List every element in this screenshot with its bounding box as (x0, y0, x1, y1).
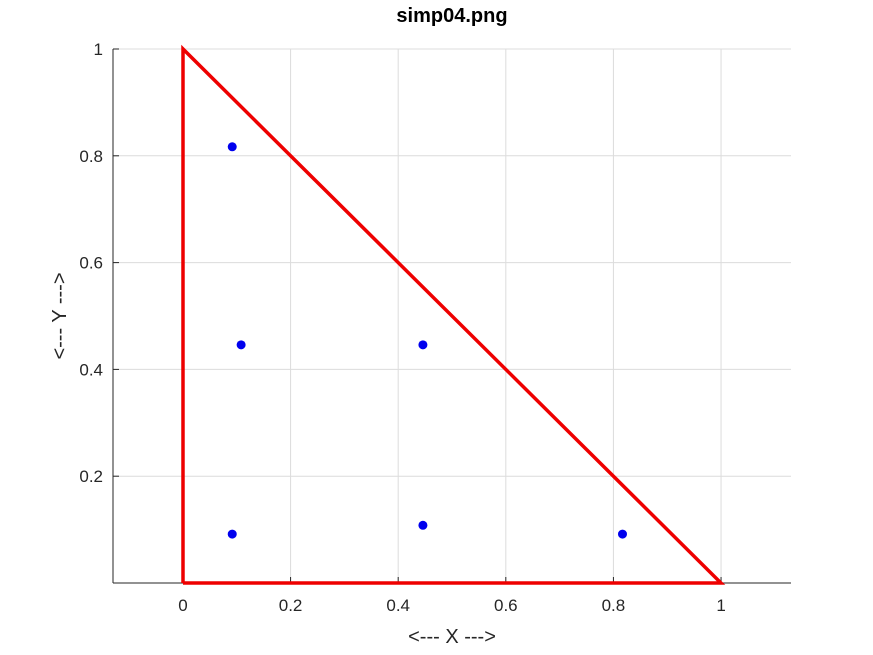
chart-title: simp04.png (396, 5, 507, 27)
y-tick-label: 0.8 (79, 147, 103, 166)
y-tick-label: 0.2 (79, 467, 103, 486)
data-point (418, 520, 428, 530)
ticks: 0 0.2 0.4 0.6 0.8 1 0.2 0.4 0.6 0.8 1 (79, 40, 725, 615)
grid (113, 48, 791, 583)
data-point (418, 340, 428, 350)
marks (181, 44, 726, 585)
x-tick-label: 0.6 (494, 596, 518, 615)
x-tick-label: 0.4 (386, 596, 410, 615)
y-tick-label: 0.6 (79, 254, 103, 273)
x-tick-label: 0 (178, 596, 187, 615)
data-point (236, 340, 246, 350)
x-tick-label: 0.2 (279, 596, 303, 615)
y-tick-label: 0.4 (79, 360, 103, 379)
x-tick-label: 0.8 (602, 596, 626, 615)
x-axis-label: <--- X ---> (408, 626, 496, 648)
x-tick-label: 1 (716, 596, 725, 615)
y-axis-label: <--- Y ---> (49, 272, 71, 359)
triangle-outline (181, 44, 726, 585)
y-tick-label: 1 (94, 40, 103, 59)
data-point (617, 529, 627, 539)
data-point (227, 529, 237, 539)
data-point (227, 142, 237, 152)
